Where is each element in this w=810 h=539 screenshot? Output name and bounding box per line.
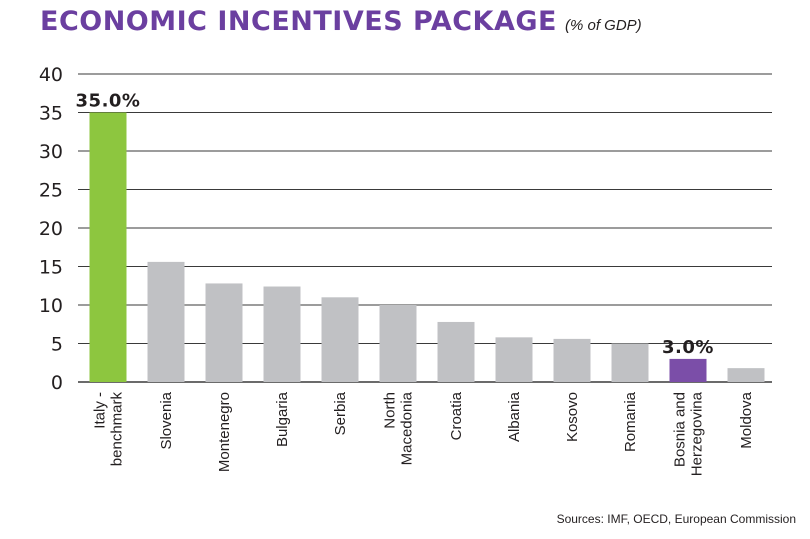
x-tick-label-line: benchmark: [109, 392, 126, 467]
chart-title: ECONOMIC INCENTIVES PACKAGE: [40, 6, 557, 37]
x-tick-label-line: Bosnia and: [672, 392, 689, 467]
x-tick-label: North Macedonia: [382, 391, 416, 465]
bar: [669, 358, 707, 382]
x-tick-label: Kosovo: [564, 392, 581, 442]
x-tick-label-line: North: [382, 392, 399, 429]
y-tick-label: 5: [51, 334, 63, 356]
y-tick-label: 25: [39, 180, 63, 202]
x-tick-label: Italy - benchmark: [92, 392, 126, 467]
bar: [379, 305, 417, 382]
y-tick-label: 30: [39, 141, 63, 163]
bar: [495, 337, 533, 382]
x-tick-label-line: Italy -: [92, 392, 109, 429]
bar: [147, 261, 185, 382]
bar: [205, 283, 243, 382]
y-tick-label: 0: [51, 372, 63, 394]
x-tick-label-line: Albania: [506, 391, 523, 442]
x-tick-label-line: Montenegro: [216, 392, 233, 472]
x-tick-label-line: Kosovo: [564, 392, 581, 442]
x-tick-label-line: Slovenia: [158, 391, 175, 449]
x-tick-label: Romania: [622, 391, 639, 452]
y-tick-label: 15: [39, 257, 63, 279]
bar: [727, 368, 765, 382]
x-tick-label: Moldova: [738, 391, 755, 448]
x-tick-label-line: Romania: [622, 391, 639, 452]
x-tick-label-line: Herzegovina: [689, 391, 706, 476]
source-note: Sources: IMF, OECD, European Commission: [556, 512, 796, 526]
chart-subtitle: (% of GDP): [564, 17, 642, 34]
x-tick-label: Serbia: [332, 391, 349, 435]
x-tick-label: Bulgaria: [274, 391, 291, 447]
y-tick-label: 20: [39, 218, 63, 240]
x-tick-label-line: Macedonia: [399, 391, 416, 465]
x-tick-label: Bosnia and Herzegovina: [672, 391, 706, 476]
x-tick-label: Montenegro: [216, 392, 233, 472]
x-tick-label: Croatia: [448, 391, 465, 440]
x-tick-label-line: Bulgaria: [274, 391, 291, 447]
bar: [263, 286, 301, 382]
y-tick-label: 40: [39, 64, 63, 86]
data-label: 35.0%: [76, 91, 141, 112]
x-tick-label: Albania: [506, 391, 523, 442]
bar: [89, 112, 127, 382]
bar: [611, 343, 649, 382]
chart-title-row: ECONOMIC INCENTIVES PACKAGE (% of GDP): [40, 6, 642, 37]
x-tick-label-line: Serbia: [332, 391, 349, 435]
x-tick-label-line: Croatia: [448, 391, 465, 440]
bar: [437, 321, 475, 382]
y-tick-label: 35: [39, 103, 63, 125]
bar: [321, 297, 359, 382]
bar: [553, 338, 591, 382]
x-tick-label-line: Moldova: [738, 391, 755, 448]
y-tick-label: 10: [39, 295, 63, 317]
data-label: 3.0%: [662, 337, 714, 358]
x-tick-label: Slovenia: [158, 391, 175, 449]
